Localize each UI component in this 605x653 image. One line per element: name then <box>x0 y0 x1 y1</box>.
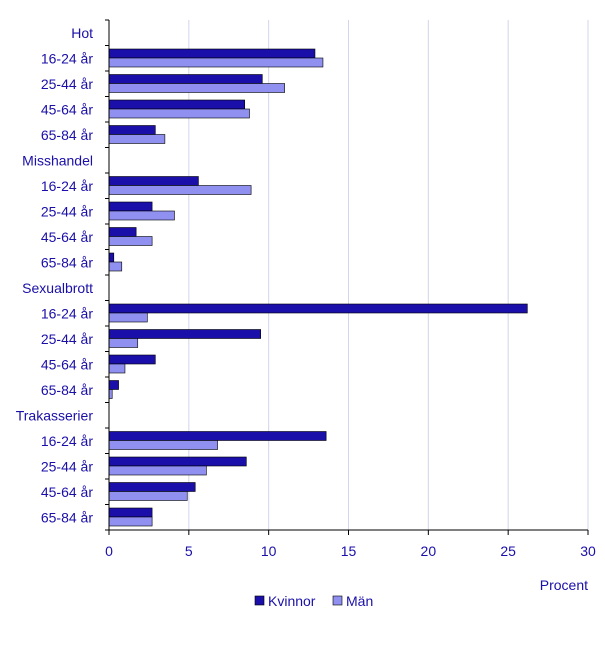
category-label: 16-24 år <box>41 178 93 194</box>
category-label: 16-24 år <box>41 50 93 66</box>
bar-mn-2 <box>108 83 285 93</box>
bar-mn-1 <box>108 57 324 68</box>
category-label: 16-24 år <box>41 433 93 449</box>
bar-kvinnor-7 <box>108 201 153 212</box>
category-label: 45-64 år <box>41 356 93 372</box>
x-axis-title: Procent <box>540 577 588 593</box>
category-label: 16-24 år <box>41 305 93 321</box>
bar-mn-9 <box>108 261 123 272</box>
bar-mn-4 <box>108 134 166 144</box>
category-label: Misshandel <box>22 152 93 168</box>
grid-lines <box>188 20 589 530</box>
bar-kvinnor-12 <box>108 329 261 339</box>
x-tick-label: 5 <box>185 543 193 559</box>
bar-kvinnor-9 <box>108 252 115 263</box>
bar-kvinnor-3 <box>108 99 246 110</box>
category-label: 65-84 år <box>41 509 93 525</box>
bar-kvinnor-19 <box>108 507 153 518</box>
category-label: 45-64 år <box>41 484 93 500</box>
bar-kvinnor-4 <box>108 125 156 135</box>
legend-swatch-kvinnor <box>254 595 265 606</box>
category-label: 25-44 år <box>41 458 93 474</box>
category-label: 65-84 år <box>41 382 93 398</box>
bar-kvinnor-8 <box>108 227 137 237</box>
category-labels: Hot 16-24 år 25-44 år 45-64 år 65-84 år Missh… <box>16 25 94 526</box>
category-label: 25-44 år <box>41 203 93 219</box>
bar-mn-18 <box>108 491 188 501</box>
category-label: 45-64 år <box>41 229 93 245</box>
legend: Kvinnor Män <box>254 593 373 609</box>
category-label: 65-84 år <box>41 127 93 143</box>
bars <box>108 48 528 527</box>
x-tick-label: 30 <box>580 543 596 559</box>
x-tick-labels: 0 5 10 15 20 25 30 <box>105 543 596 559</box>
category-label: 25-44 år <box>41 76 93 92</box>
axes <box>105 19 589 535</box>
bar-mn-12 <box>108 338 139 348</box>
bar-mn-3 <box>108 108 250 119</box>
bar-mn-8 <box>108 236 153 246</box>
bar-kvinnor-2 <box>108 74 263 84</box>
bar-kvinnor-6 <box>108 176 199 186</box>
legend-label-kvinnor: Kvinnor <box>268 593 316 609</box>
bar-mn-13 <box>108 363 126 374</box>
bar-mn-6 <box>108 185 252 195</box>
category-label: Sexualbrott <box>22 280 93 296</box>
x-tick-label: 20 <box>421 543 437 559</box>
bar-kvinnor-1 <box>108 48 316 59</box>
bar-kvinnor-13 <box>108 354 156 365</box>
x-tick-label: 15 <box>341 543 357 559</box>
category-label: Trakasserier <box>16 407 94 423</box>
x-tick-label: 25 <box>500 543 516 559</box>
category-label: 65-84 år <box>41 254 93 270</box>
bar-kvinnor-14 <box>108 380 119 390</box>
category-label: 25-44 år <box>41 331 93 347</box>
bar-mn-11 <box>108 312 148 323</box>
bar-mn-16 <box>108 440 218 450</box>
bar-mn-17 <box>108 465 207 476</box>
bar-mn-19 <box>108 516 153 527</box>
bar-kvinnor-17 <box>108 456 247 467</box>
bar-kvinnor-16 <box>108 431 327 441</box>
category-label: Hot <box>71 25 93 41</box>
legend-label-man: Män <box>346 593 373 609</box>
legend-swatch-man <box>332 595 343 606</box>
bar-kvinnor-18 <box>108 482 196 492</box>
x-tick-label: 10 <box>261 543 277 559</box>
bar-kvinnor-11 <box>108 303 528 314</box>
bar-mn-7 <box>108 210 175 221</box>
x-tick-label: 0 <box>105 543 113 559</box>
category-label: 45-64 år <box>41 101 93 117</box>
